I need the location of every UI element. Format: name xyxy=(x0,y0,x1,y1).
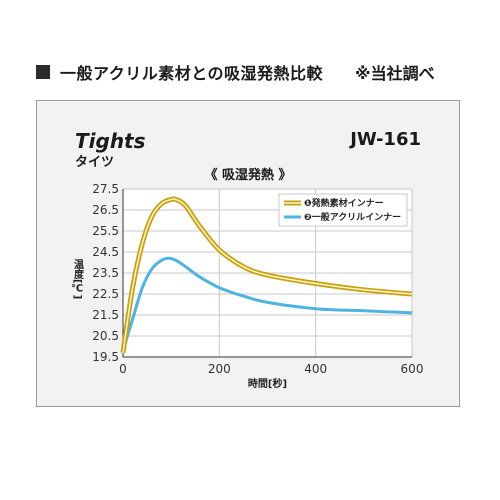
heading-title: 一般アクリル素材との吸湿発熱比較 xyxy=(60,64,324,83)
product-name-en: Tights xyxy=(75,129,146,153)
chart-panel: Tights タイツ JW-161 《 吸湿発熱 》 19.5 20.5 21.5 2… xyxy=(36,100,460,407)
x-tick-label: 0 xyxy=(119,362,127,376)
x-axis-title: 時間[秒] xyxy=(248,377,287,390)
series-line-acrylic xyxy=(121,256,413,352)
heading-square-icon xyxy=(36,65,50,79)
chart-svg: 19.5 20.5 21.5 22.5 23.5 24.5 25.5 26.5 27.5 0 200… xyxy=(71,182,424,390)
y-tick-label: 27.5 xyxy=(92,182,119,196)
legend-box xyxy=(278,193,408,227)
y-tick-label: 26.5 xyxy=(92,203,119,217)
heading-note: ※当社調べ xyxy=(355,64,435,83)
y-tick-label: 20.5 xyxy=(92,329,119,343)
y-tick-label: 24.5 xyxy=(92,245,119,259)
legend-label-acrylic: ❷一般アクリルインナー xyxy=(304,211,401,223)
legend-label-heat: ❶発熱素材インナー xyxy=(304,197,384,209)
product-name-ja: タイツ xyxy=(75,155,115,170)
series-line-heat xyxy=(122,198,413,353)
y-tick-label: 19.5 xyxy=(92,350,119,364)
y-tick-label: 23.5 xyxy=(92,266,119,280)
y-tick-label: 22.5 xyxy=(92,287,119,301)
y-axis-title: 温度[℃] xyxy=(71,258,84,299)
x-tick-label: 200 xyxy=(208,362,231,376)
x-tick-label: 600 xyxy=(401,362,424,376)
y-tick-label: 21.5 xyxy=(92,308,119,322)
chart-title: 《 吸湿発熱 》 xyxy=(204,168,292,183)
x-tick-label: 400 xyxy=(304,362,327,376)
comparison-heading: 一般アクリル素材との吸湿発熱比較 ※当社調べ xyxy=(36,60,435,84)
model-code: JW-161 xyxy=(350,129,421,150)
y-tick-label: 25.5 xyxy=(92,224,119,238)
